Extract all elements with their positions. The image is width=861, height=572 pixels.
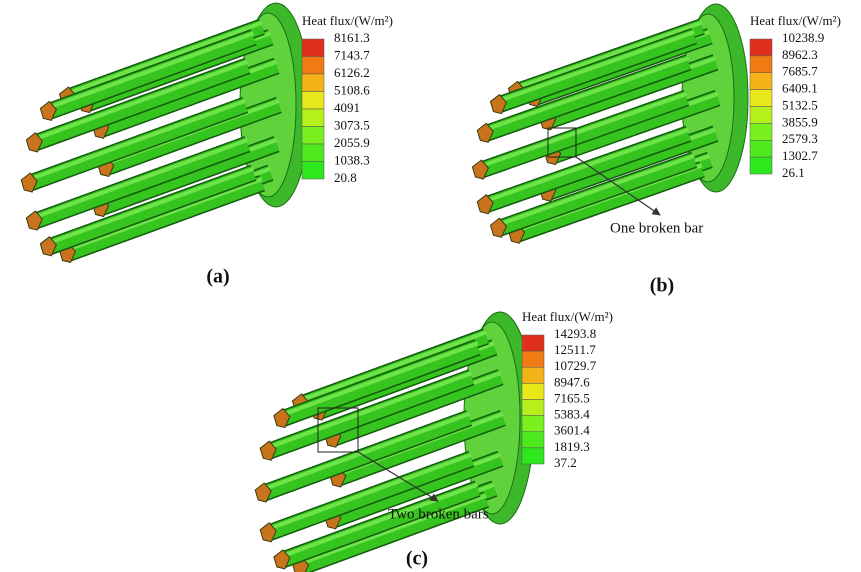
legend-value: 3601.4 xyxy=(554,423,590,438)
annotation: Two broken bars xyxy=(388,506,489,522)
legend-title: Heat flux/(W/m²) xyxy=(302,13,393,28)
colorbar-segment xyxy=(750,157,772,174)
legend-value: 26.1 xyxy=(782,165,805,180)
legend-value: 2055.9 xyxy=(334,135,370,150)
colorbar-segment xyxy=(522,351,544,367)
colorbar-segment xyxy=(302,39,324,57)
panel-label: (b) xyxy=(650,275,674,297)
legend-value: 1038.3 xyxy=(334,152,370,167)
rotor-render xyxy=(255,312,534,572)
legend-value: 7143.7 xyxy=(334,47,370,62)
colorbar-segment xyxy=(750,123,772,140)
legend-value: 7165.5 xyxy=(554,390,590,405)
colorbar-segment xyxy=(750,107,772,124)
colorbar-segment xyxy=(750,73,772,90)
legend-value: 8947.6 xyxy=(554,374,590,389)
colorbar-segment xyxy=(302,92,324,110)
colorbar-segment xyxy=(522,416,544,432)
legend-value: 14293.8 xyxy=(554,326,596,341)
legend-value: 8161.3 xyxy=(334,30,370,45)
colorbar-segment xyxy=(522,367,544,383)
colorbar-segment xyxy=(750,140,772,157)
colorbar-segment xyxy=(302,127,324,145)
legend-value: 1302.7 xyxy=(782,148,818,163)
colorbar-segment xyxy=(522,383,544,399)
figure: Heat flux/(W/m²) 8161.3 7143.7 6126.2 5108.6… xyxy=(0,0,861,572)
legend-value: 12511.7 xyxy=(554,342,596,357)
legend-value: 37.2 xyxy=(554,455,577,470)
legend-value: 7685.7 xyxy=(782,64,818,79)
rotor-render xyxy=(472,4,748,243)
legend-value: 1819.3 xyxy=(554,439,590,454)
legend-value: 8962.3 xyxy=(782,47,818,62)
legend-value: 10238.9 xyxy=(782,30,824,45)
colorbar-segment xyxy=(302,109,324,127)
colorbar-segment xyxy=(302,144,324,162)
legend-value: 2579.3 xyxy=(782,131,818,146)
legend-value: 5383.4 xyxy=(554,407,590,422)
legend-title: Heat flux/(W/m²) xyxy=(522,309,613,324)
legend-value: 10729.7 xyxy=(554,358,597,373)
colorbar-segment xyxy=(522,335,544,351)
legend-value: 5132.5 xyxy=(782,97,818,112)
colorbar-segment xyxy=(302,74,324,92)
legend-value: 4091 xyxy=(334,100,360,115)
colorbar-segment xyxy=(522,432,544,448)
colorbar-segment xyxy=(750,39,772,56)
legend-value: 3073.5 xyxy=(334,117,370,132)
legend-value: 20.8 xyxy=(334,170,357,185)
colorbar-segment xyxy=(750,56,772,73)
legend-value: 5108.6 xyxy=(334,82,370,97)
panel-label: (c) xyxy=(406,548,428,570)
rotor-render xyxy=(21,3,310,262)
panel-label: (a) xyxy=(206,266,229,288)
legend-value: 3855.9 xyxy=(782,114,818,129)
colorbar-segment xyxy=(522,400,544,416)
legend-value: 6409.1 xyxy=(782,81,818,96)
colorbar-segment xyxy=(302,57,324,75)
colorbar-segment xyxy=(302,162,324,180)
legend-value: 6126.2 xyxy=(334,65,370,80)
colorbar-segment xyxy=(522,448,544,464)
annotation: One broken bar xyxy=(610,220,703,236)
colorbar-segment xyxy=(750,90,772,107)
legend-title: Heat flux/(W/m²) xyxy=(750,13,841,28)
